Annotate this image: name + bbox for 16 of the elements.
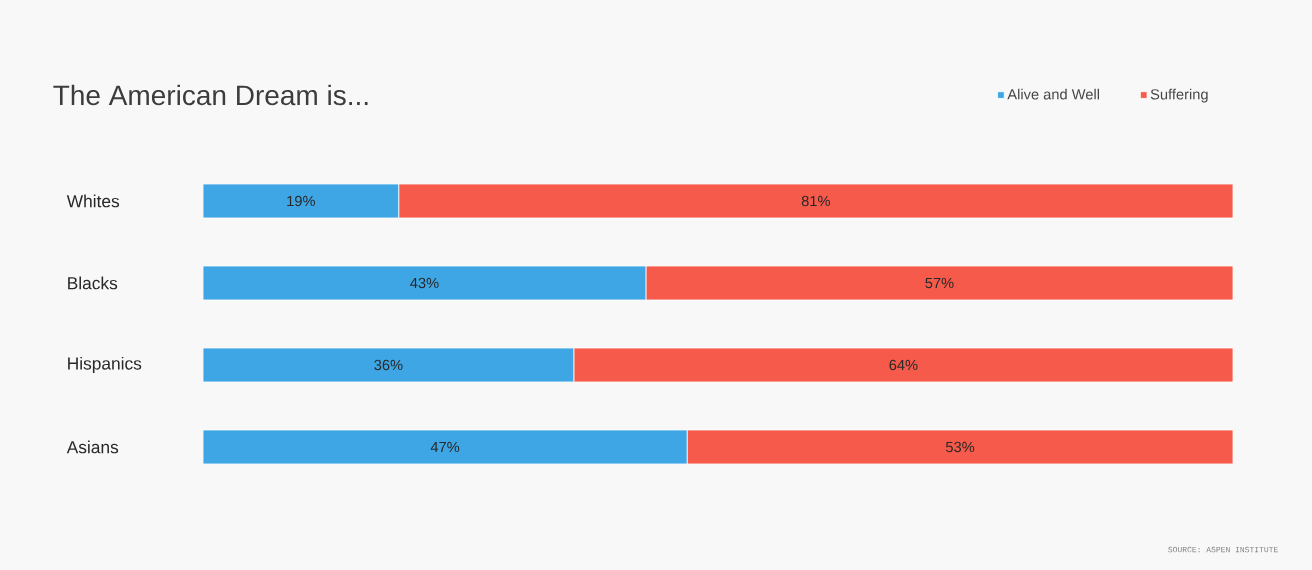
source-note: SOURCE: ASPEN INSTITUTE [1168, 546, 1278, 553]
y-tick-label: Hispanics [68, 356, 142, 374]
chart-title: The American Dream is... [53, 84, 368, 106]
data-label: 57% [925, 277, 954, 289]
data-label: 47% [430, 441, 460, 453]
y-tick-label: Blacks [68, 276, 118, 290]
data-label: 43% [410, 277, 439, 289]
data-label: 81% [801, 195, 830, 207]
data-label: 19% [287, 195, 315, 207]
legend-label: Alive and Well [1007, 88, 1099, 100]
legend-label: Suffering [1150, 88, 1208, 103]
y-tick-label: Whites [66, 194, 120, 208]
data-label: 53% [945, 441, 975, 453]
data-label: 64% [889, 359, 918, 371]
data-label: 36% [374, 359, 403, 371]
y-tick-label: Asians [66, 440, 119, 454]
